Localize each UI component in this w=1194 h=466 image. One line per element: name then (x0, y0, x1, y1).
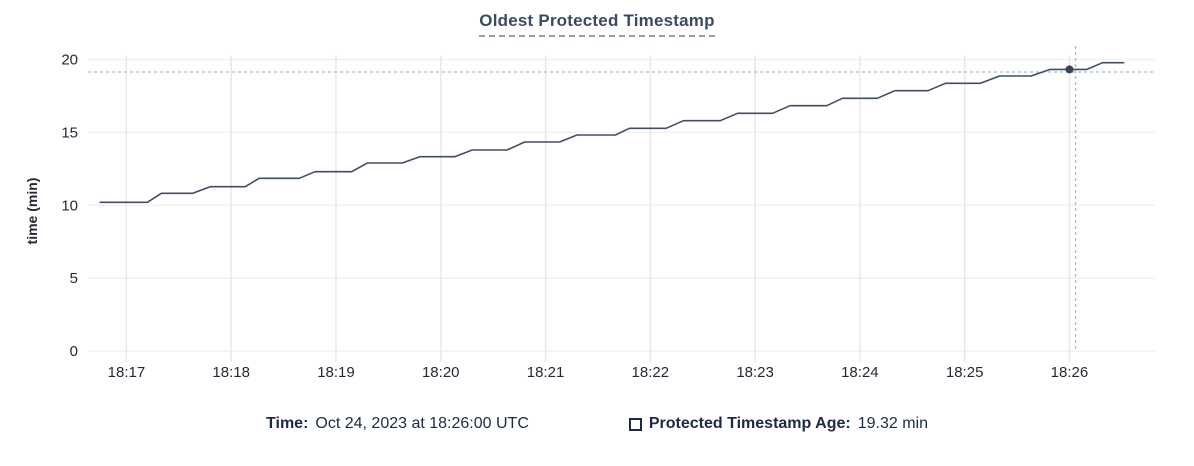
y-tick-label: 15 (61, 124, 78, 141)
x-tick-label: 18:26 (1051, 364, 1089, 381)
chart-canvas[interactable]: 0 5 10 15 20 18:17 18:18 18:19 18:20 18:21 18:22 18… (0, 36, 1194, 396)
series-label: Protected Timestamp Age: (648, 415, 851, 432)
x-tick-label: 18:17 (108, 364, 146, 381)
chart-header: Oldest Protected Timestamp (0, 11, 1194, 37)
x-tick-label: 18:18 (212, 364, 250, 381)
chart-hover-legend: Time: Oct 24, 2023 at 18:26:00 UTC Prote… (0, 415, 1194, 433)
x-tick-label: 18:25 (946, 364, 984, 381)
legend-item-protected-timestamp-age[interactable]: Protected Timestamp Age: 19.32 min (628, 415, 928, 433)
chart-title[interactable]: Oldest Protected Timestamp (479, 11, 715, 37)
y-tick-label: 5 (70, 270, 78, 287)
y-axis-label: time (min) (24, 177, 40, 245)
x-tick-label: 18:20 (422, 364, 460, 381)
series-swatch-icon (628, 417, 642, 431)
hover-time-value: Oct 24, 2023 at 18:26:00 UTC (315, 415, 529, 432)
x-tick-label: 18:24 (841, 364, 879, 381)
series-value: 19.32 min (857, 415, 928, 432)
x-tick-label: 18:19 (317, 364, 355, 381)
hover-time: Time: Oct 24, 2023 at 18:26:00 UTC (266, 415, 529, 433)
hover-time-label: Time: (266, 415, 309, 432)
hover-point-dot (1065, 65, 1074, 74)
x-tick-label: 18:22 (632, 364, 670, 381)
x-tick-label: 18:23 (736, 364, 774, 381)
y-tick-label: 10 (61, 197, 78, 214)
x-tick-label: 18:21 (527, 364, 565, 381)
y-tick-label: 20 (61, 52, 78, 69)
y-tick-label: 0 (70, 343, 78, 360)
series-line (99, 61, 1125, 204)
